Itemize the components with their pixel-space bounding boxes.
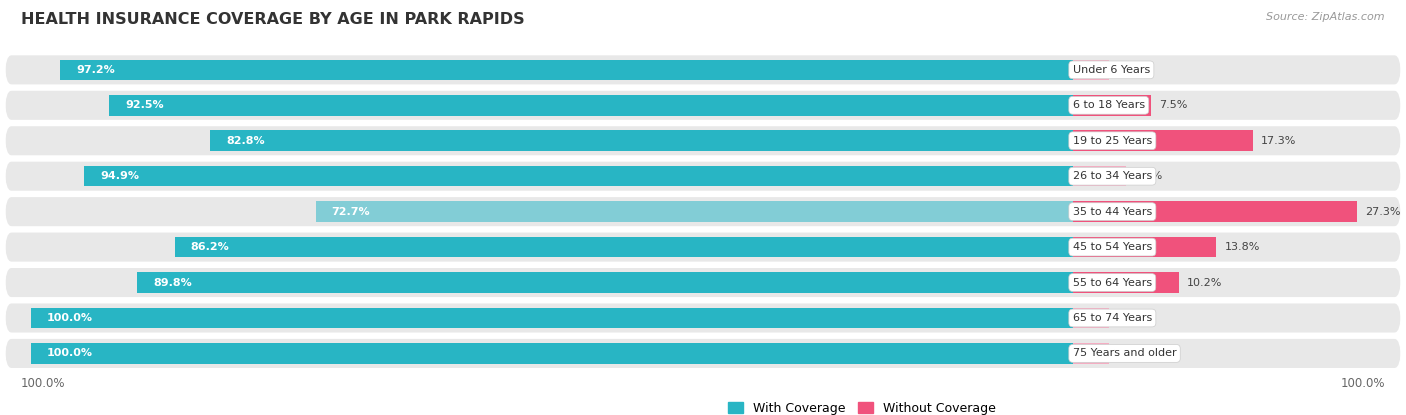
FancyBboxPatch shape (6, 91, 1400, 120)
Text: 86.2%: 86.2% (191, 242, 229, 252)
Bar (174, 237, 1073, 257)
Text: 100.0%: 100.0% (46, 349, 93, 359)
Text: 5.1%: 5.1% (1135, 171, 1163, 181)
Text: 7.5%: 7.5% (1159, 100, 1188, 110)
Bar (1073, 272, 1180, 293)
Bar (31, 343, 1073, 364)
Bar (211, 130, 1073, 151)
Text: 94.9%: 94.9% (100, 171, 139, 181)
FancyBboxPatch shape (6, 232, 1400, 261)
Text: 10.2%: 10.2% (1187, 278, 1223, 288)
Bar (1073, 130, 1253, 151)
Bar (315, 201, 1073, 222)
Text: 92.5%: 92.5% (125, 100, 163, 110)
Text: Source: ZipAtlas.com: Source: ZipAtlas.com (1267, 12, 1385, 22)
FancyBboxPatch shape (6, 339, 1400, 368)
Text: 55 to 64 Years: 55 to 64 Years (1073, 278, 1152, 288)
Text: 100.0%: 100.0% (46, 313, 93, 323)
Text: 75 Years and older: 75 Years and older (1073, 349, 1177, 359)
Text: HEALTH INSURANCE COVERAGE BY AGE IN PARK RAPIDS: HEALTH INSURANCE COVERAGE BY AGE IN PARK… (21, 12, 524, 27)
Bar (138, 272, 1073, 293)
Bar (1073, 95, 1152, 116)
Bar (1073, 237, 1216, 257)
Text: 72.7%: 72.7% (332, 207, 370, 217)
Text: 100.0%: 100.0% (1340, 377, 1385, 390)
Bar (84, 166, 1073, 186)
Bar (60, 60, 1073, 80)
Text: 100.0%: 100.0% (21, 377, 66, 390)
Text: 0.0%: 0.0% (1118, 349, 1146, 359)
Bar (1073, 308, 1109, 328)
Text: 82.8%: 82.8% (226, 136, 264, 146)
Text: Under 6 Years: Under 6 Years (1073, 65, 1150, 75)
Text: 2.8%: 2.8% (1118, 65, 1146, 75)
Legend: With Coverage, Without Coverage: With Coverage, Without Coverage (723, 397, 1001, 415)
FancyBboxPatch shape (6, 126, 1400, 155)
Text: 89.8%: 89.8% (153, 278, 191, 288)
FancyBboxPatch shape (6, 303, 1400, 332)
FancyBboxPatch shape (6, 268, 1400, 297)
Bar (110, 95, 1073, 116)
Text: 26 to 34 Years: 26 to 34 Years (1073, 171, 1152, 181)
FancyBboxPatch shape (6, 55, 1400, 84)
FancyBboxPatch shape (6, 162, 1400, 191)
Text: 65 to 74 Years: 65 to 74 Years (1073, 313, 1152, 323)
Text: 19 to 25 Years: 19 to 25 Years (1073, 136, 1152, 146)
Text: 45 to 54 Years: 45 to 54 Years (1073, 242, 1152, 252)
Bar (1073, 201, 1357, 222)
Text: 0.0%: 0.0% (1118, 313, 1146, 323)
Text: 35 to 44 Years: 35 to 44 Years (1073, 207, 1152, 217)
Text: 27.3%: 27.3% (1365, 207, 1400, 217)
Bar (1073, 166, 1126, 186)
Text: 97.2%: 97.2% (76, 65, 115, 75)
FancyBboxPatch shape (6, 197, 1400, 226)
Text: 6 to 18 Years: 6 to 18 Years (1073, 100, 1144, 110)
Bar (1073, 60, 1109, 80)
Bar (1073, 343, 1109, 364)
Bar (31, 308, 1073, 328)
Text: 13.8%: 13.8% (1225, 242, 1260, 252)
Text: 17.3%: 17.3% (1261, 136, 1296, 146)
